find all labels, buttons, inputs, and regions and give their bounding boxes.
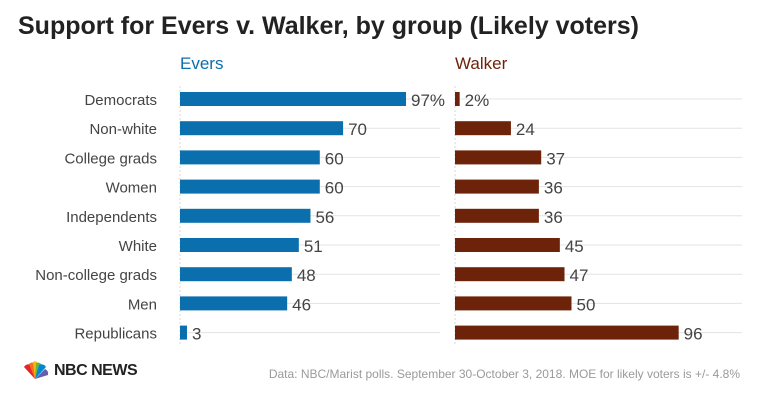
value-label-walker: 50 [577,295,596,314]
category-label: Non-college grads [35,267,157,284]
value-label-walker: 47 [570,266,589,285]
series-header-walker: Walker [455,54,508,73]
bar-evers [180,296,288,311]
category-label: Independents [66,209,157,226]
value-label-walker: 45 [565,237,584,256]
value-label-evers: 70 [348,120,367,139]
category-label: Women [106,180,157,197]
chart-area: Evers Walker Democrats Non-white College gra… [35,54,742,345]
bar-evers [180,208,311,223]
value-label-walker: 2% [465,91,490,110]
bar-evers [180,179,320,194]
bar-walker [455,238,560,252]
value-label-evers: 60 [325,149,344,168]
nbc-news-logo: NBC NEWS [20,360,138,382]
bar-walker [455,325,679,340]
category-label: White [119,238,157,255]
value-label-evers: 97% [411,91,445,110]
bar-evers [180,92,407,106]
category-label: College grads [64,150,157,167]
bar-evers [180,121,344,136]
bar-walker [455,267,565,282]
value-label-evers: 51 [304,237,323,256]
category-label: Democrats [84,92,157,109]
value-label-walker: 36 [544,208,563,227]
value-label-walker: 37 [546,149,565,168]
value-label-evers: 60 [325,179,344,198]
series-header-evers: Evers [180,54,223,73]
bar-evers [180,267,292,282]
value-label-walker: 96 [684,325,703,344]
logo-text: NBC NEWS [54,362,138,379]
bar-evers [180,325,187,340]
category-label: Republicans [74,326,157,343]
category-label: Non-white [89,121,157,138]
source-note: Data: NBC/Marist polls. September 30-Oct… [268,367,740,381]
bar-walker [455,92,460,106]
value-label-walker: 36 [544,179,563,198]
chart-title: Support for Evers v. Walker, by group (L… [18,12,639,40]
bar-walker [455,121,511,136]
bar-walker [455,179,539,194]
bar-evers [180,238,299,252]
value-label-evers: 56 [315,208,334,227]
value-label-evers: 48 [297,266,316,285]
value-label-evers: 3 [192,325,201,344]
nbc-peacock-icon [24,361,49,379]
bar-walker [455,150,542,165]
category-label: Men [128,296,157,313]
bar-walker [455,296,572,311]
bar-walker [455,208,539,223]
value-label-evers: 46 [292,295,311,314]
value-label-walker: 24 [516,120,535,139]
bar-evers [180,150,320,165]
